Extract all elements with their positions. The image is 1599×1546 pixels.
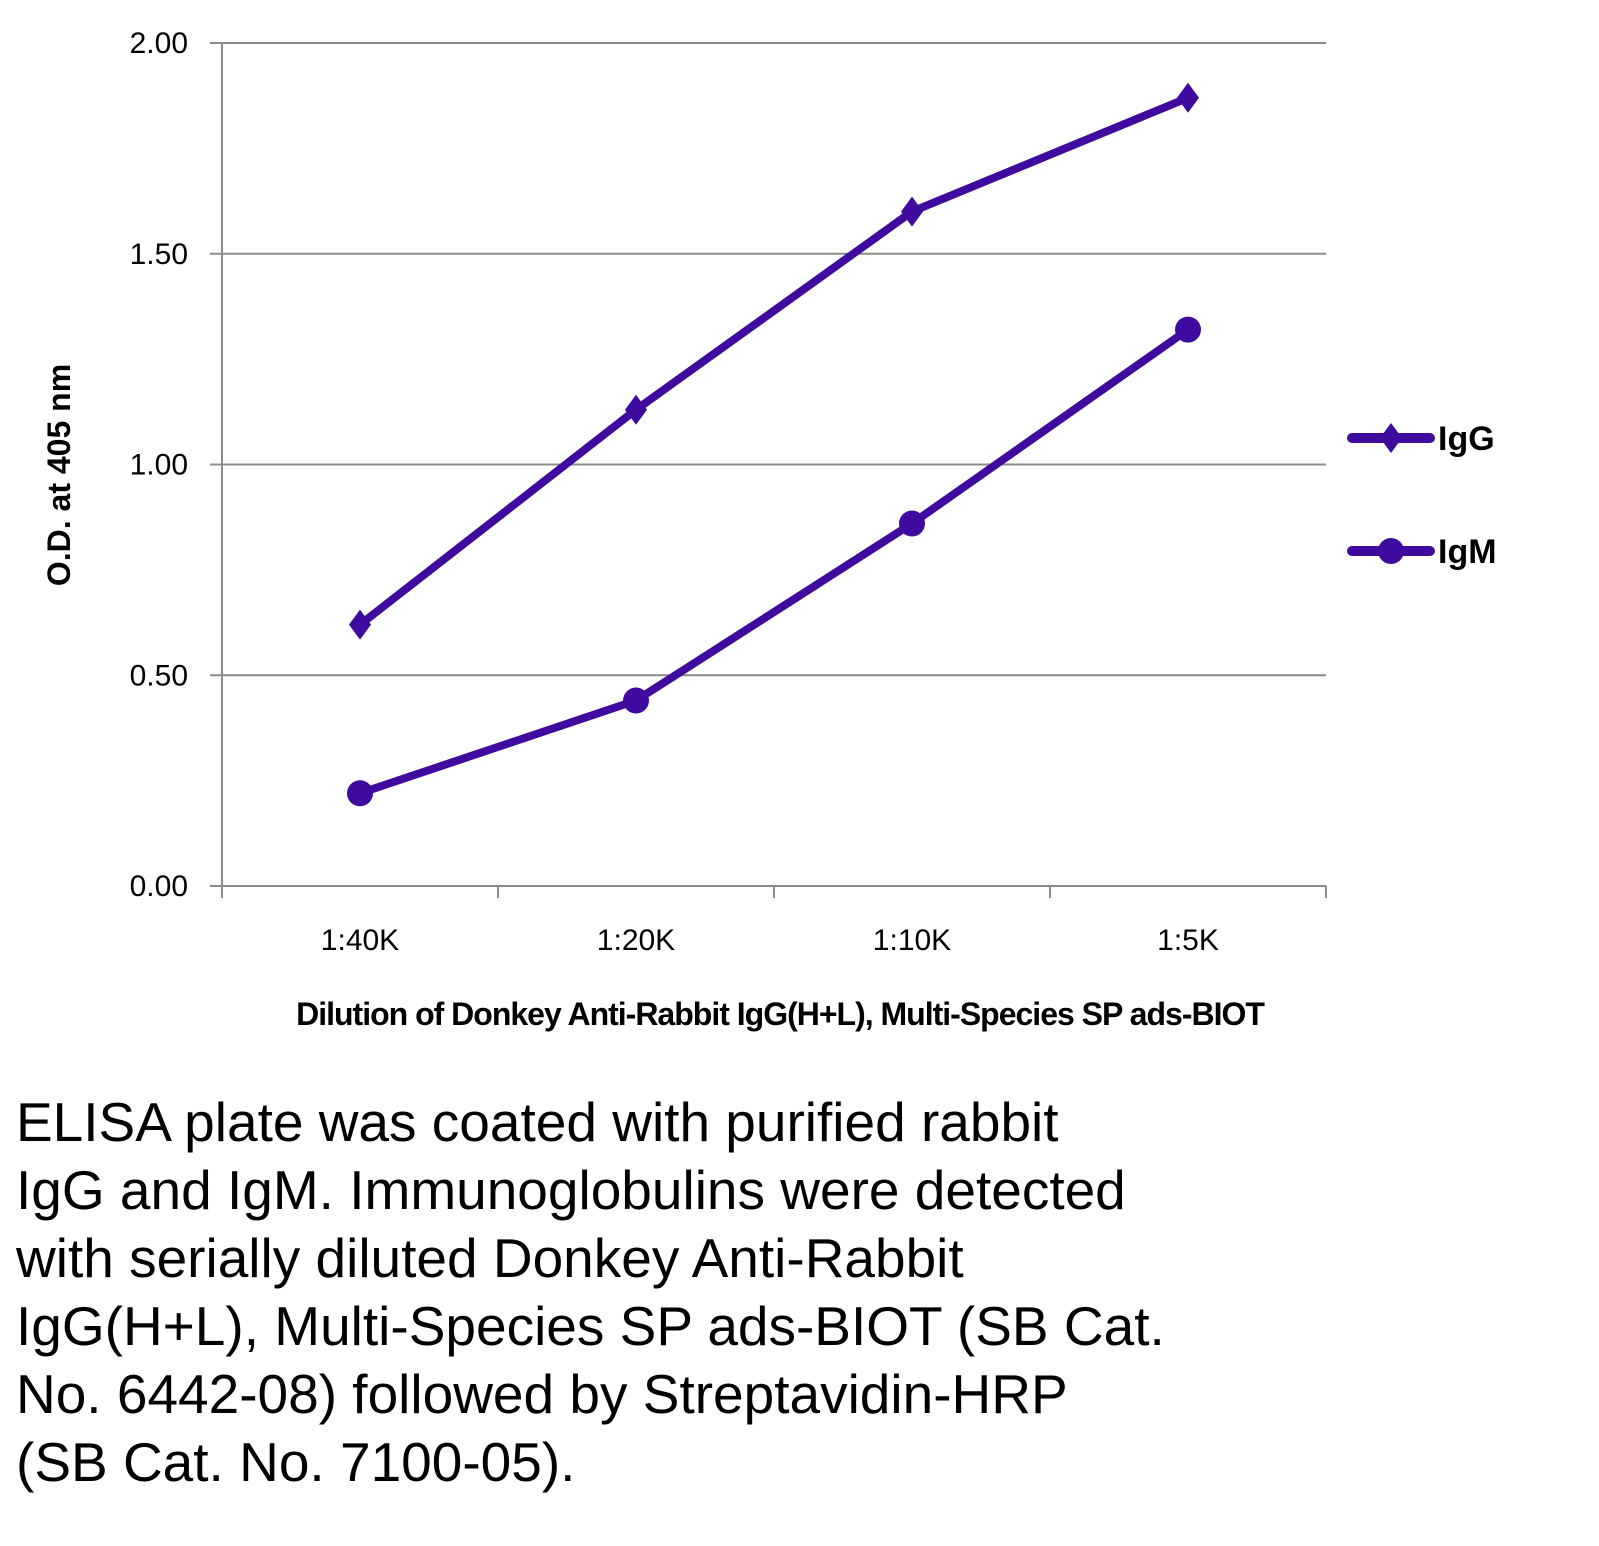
y-tick-label: 1.50 [130,238,188,271]
legend-label-igm: IgM [1438,533,1497,571]
series-line-igm [358,326,1191,798]
data-point-igg [625,394,647,425]
caption-line: IgG(H+L), Multi-Species SP ads-BIOT (SB … [16,1295,1165,1357]
legend-marker-igm [1378,538,1404,564]
data-point-igg [349,609,371,640]
data-point-igg [1177,82,1199,113]
y-axis-label: O.D. at 405 nm [41,364,77,586]
caption-line: with serially diluted Donkey Anti-Rabbit [16,1227,964,1289]
line-chart: 0.000.501.001.502.001:40K 1:20K 1:10K 1:5K … [41,27,1497,1032]
x-tick-label: 1:20K [597,924,675,957]
caption-line: No. 6442-08) followed by Streptavidin-HR… [16,1363,1068,1425]
x-axis-label: Dilution of Donkey Anti-Rabbit IgG(H+L),… [296,996,1265,1032]
data-point-igm [347,780,373,807]
data-point-igg [901,196,923,227]
data-point-igm [899,510,925,537]
y-tick-label: 2.00 [130,27,188,60]
caption-line: IgG and IgM. Immunoglobulins were detect… [16,1159,1126,1221]
caption-line: ELISA plate was coated with purified rab… [16,1091,1059,1153]
y-tick-label: 0.50 [130,659,188,692]
x-tick-label: 1:5K [1157,924,1219,957]
caption-line: (SB Cat. No. 7100-05). [16,1431,576,1493]
x-tick-label: 1:40K [321,924,399,957]
data-point-igm [1175,316,1201,343]
legend-label-igg: IgG [1438,420,1495,458]
figure-caption: ELISA plate was coated with purified rab… [16,1088,1416,1496]
x-tick-label: 1:10K [873,924,951,957]
series-line-igg [357,94,1190,628]
legend-marker-igg [1380,423,1402,453]
y-tick-label: 0.00 [130,870,188,903]
y-tick-label: 1.00 [130,449,188,482]
data-point-igm [623,687,649,714]
